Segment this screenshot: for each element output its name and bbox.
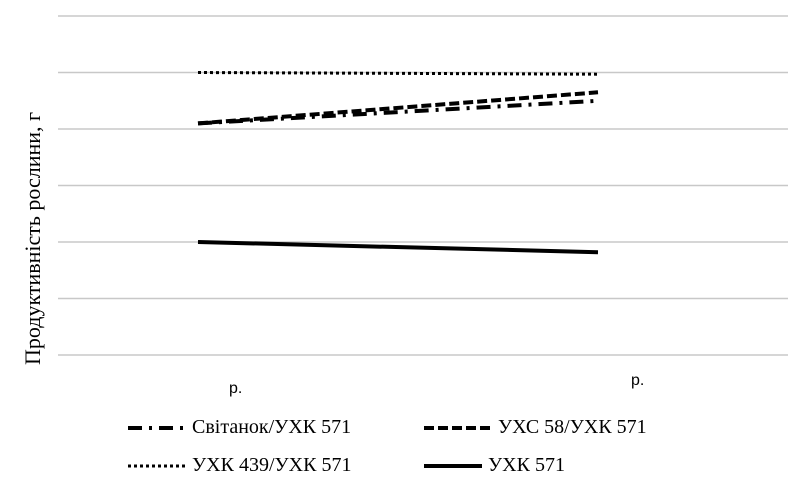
- legend-swatch-dotted: [128, 464, 186, 467]
- legend-item-svitanok: Світанок/УХК 571: [128, 416, 351, 439]
- x-tick-label-2: р.: [631, 372, 645, 389]
- legend-swatch-dashdot: [128, 425, 186, 430]
- legend-swatch-solid: [424, 463, 482, 468]
- legend-swatch-dashed: [424, 425, 492, 430]
- y-axis-label: Продуктивність рослини, г: [20, 111, 45, 365]
- legend-label: УХК 439/УХК 571: [192, 454, 352, 476]
- gridlines: [58, 15, 788, 356]
- legend-item-ukhk571: УХК 571: [424, 454, 565, 477]
- series-line-1: [197, 98, 599, 126]
- series-lines: [197, 71, 599, 255]
- legend-label: УХС 58/УХК 571: [498, 416, 647, 438]
- legend-item-ukhk439: УХК 439/УХК 571: [128, 454, 351, 477]
- x-tick-label-1: р.: [229, 380, 243, 397]
- legend-label: УХК 571: [488, 454, 565, 476]
- legend-label: Світанок/УХК 571: [192, 416, 352, 438]
- series-line-4: [197, 240, 599, 255]
- series-line-3: [197, 71, 599, 76]
- legend-item-ukhs58: УХС 58/УХК 571: [424, 416, 647, 439]
- series-line-2: [197, 90, 599, 126]
